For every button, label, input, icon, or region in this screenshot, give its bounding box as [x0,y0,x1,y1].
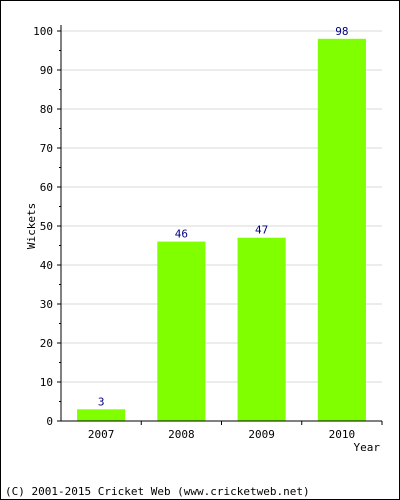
x-axis-title: Year [354,441,381,454]
data-labels: 3 46 47 98 [98,25,349,408]
bar-2009 [237,237,286,421]
y-axis-title: Wickets [25,203,38,249]
x-tick-label: 2009 [248,428,275,441]
bar-2008 [157,241,206,421]
x-tick-label: 2008 [168,428,195,441]
y-tick-label: 100 [33,25,53,38]
copyright-footer: (C) 2001-2015 Cricket Web (www.cricketwe… [5,485,310,498]
y-tick-label: 30 [40,298,53,311]
bar-2007 [77,409,126,421]
data-label-2009: 47 [255,224,268,237]
x-tick-label: 2007 [88,428,115,441]
y-tick-label: 90 [40,64,53,77]
y-tick-label: 80 [40,103,53,116]
data-label-2008: 46 [175,228,188,241]
bar-2010 [317,38,366,422]
x-tick-label: 2010 [329,428,356,441]
y-tick-label: 40 [40,259,53,272]
y-ticks: 0 10 20 30 40 50 60 70 80 90 100 [33,25,61,428]
y-tick-label: 50 [40,220,53,233]
y-tick-label: 70 [40,142,53,155]
bars [77,38,366,422]
x-ticks: 2007 2008 2009 2010 [88,421,383,441]
grid-lines [61,30,382,383]
y-tick-label: 0 [46,415,53,428]
data-label-2010: 98 [335,25,348,38]
y-tick-label: 20 [40,337,53,350]
data-label-2007: 3 [98,395,105,408]
y-tick-label: 60 [40,181,53,194]
y-tick-label: 10 [40,376,53,389]
